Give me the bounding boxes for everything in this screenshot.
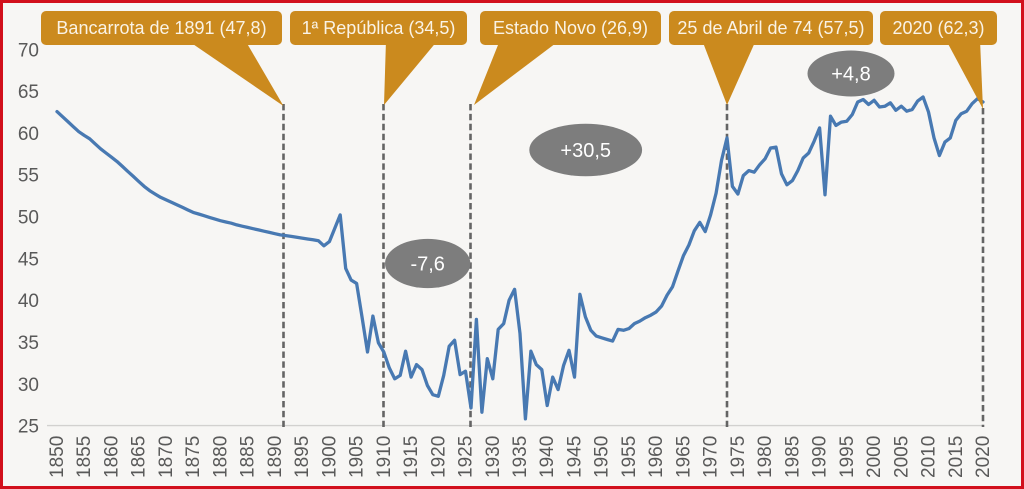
svg-text:Bancarrota de 1891 (47,8): Bancarrota de 1891 (47,8) xyxy=(56,18,266,38)
svg-text:2020: 2020 xyxy=(973,436,994,478)
svg-text:1900: 1900 xyxy=(319,436,340,478)
svg-text:1875: 1875 xyxy=(183,436,204,478)
svg-text:1955: 1955 xyxy=(619,436,640,478)
svg-text:30: 30 xyxy=(18,375,39,396)
svg-text:40: 40 xyxy=(18,291,39,312)
svg-text:1920: 1920 xyxy=(428,436,449,478)
svg-text:2020 (62,3): 2020 (62,3) xyxy=(892,18,984,38)
svg-text:Estado Novo (26,9): Estado Novo (26,9) xyxy=(493,18,648,38)
svg-text:2010: 2010 xyxy=(919,436,940,478)
svg-text:1ª República (34,5): 1ª República (34,5) xyxy=(302,18,456,38)
svg-text:1925: 1925 xyxy=(456,436,477,478)
svg-text:60: 60 xyxy=(18,124,39,145)
svg-text:1895: 1895 xyxy=(292,436,313,478)
svg-text:25: 25 xyxy=(18,417,39,438)
svg-text:2005: 2005 xyxy=(891,436,912,478)
svg-text:55: 55 xyxy=(18,166,39,187)
svg-text:1980: 1980 xyxy=(755,436,776,478)
svg-text:1880: 1880 xyxy=(210,436,231,478)
svg-text:1990: 1990 xyxy=(810,436,831,478)
svg-text:1970: 1970 xyxy=(701,436,722,478)
svg-text:1915: 1915 xyxy=(401,436,422,478)
svg-text:1965: 1965 xyxy=(673,436,694,478)
svg-text:1935: 1935 xyxy=(510,436,531,478)
svg-text:2000: 2000 xyxy=(864,436,885,478)
svg-text:1945: 1945 xyxy=(565,436,586,478)
svg-text:70: 70 xyxy=(18,40,39,61)
svg-text:1870: 1870 xyxy=(156,436,177,478)
svg-text:45: 45 xyxy=(18,249,39,270)
svg-text:1975: 1975 xyxy=(728,436,749,478)
svg-text:50: 50 xyxy=(18,208,39,229)
svg-text:65: 65 xyxy=(18,82,39,103)
svg-text:1950: 1950 xyxy=(592,436,613,478)
svg-text:1865: 1865 xyxy=(129,436,150,478)
svg-text:1855: 1855 xyxy=(74,436,95,478)
svg-text:1860: 1860 xyxy=(102,436,123,478)
svg-text:35: 35 xyxy=(18,333,39,354)
svg-text:2015: 2015 xyxy=(946,436,967,478)
svg-text:1940: 1940 xyxy=(537,436,558,478)
svg-text:1995: 1995 xyxy=(837,436,858,478)
svg-text:1960: 1960 xyxy=(646,436,667,478)
svg-text:-7,6: -7,6 xyxy=(410,254,444,276)
svg-text:1905: 1905 xyxy=(347,436,368,478)
svg-text:+30,5: +30,5 xyxy=(560,140,611,162)
svg-text:+4,8: +4,8 xyxy=(831,64,870,86)
svg-text:1910: 1910 xyxy=(374,436,395,478)
svg-text:1930: 1930 xyxy=(483,436,504,478)
svg-text:1890: 1890 xyxy=(265,436,286,478)
svg-text:1985: 1985 xyxy=(782,436,803,478)
svg-text:1850: 1850 xyxy=(47,436,68,478)
svg-text:25 de Abril de 74 (57,5): 25 de Abril de 74 (57,5) xyxy=(677,18,864,38)
svg-text:1885: 1885 xyxy=(238,436,259,478)
